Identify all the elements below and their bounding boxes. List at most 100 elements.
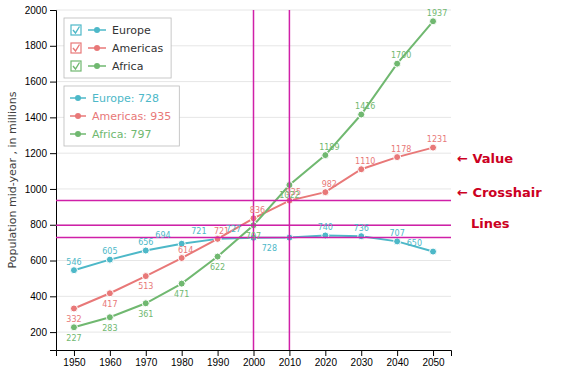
y-axis-title: Population mid-year , in millions <box>6 91 19 268</box>
y-tick-mark <box>50 332 56 333</box>
data-label: 740 <box>318 223 333 232</box>
data-label: 1110 <box>355 157 375 166</box>
legend-checkbox <box>71 43 81 53</box>
x-tick-mark <box>146 350 147 356</box>
x-tick: 2040 <box>387 350 410 368</box>
x-tick-mark <box>218 350 219 356</box>
annotation: ← Value <box>457 151 513 166</box>
point <box>394 238 401 245</box>
y-tick-mark <box>50 189 56 190</box>
x-tick-label: 1980 <box>171 357 194 368</box>
x-tick-label: 2050 <box>422 357 445 368</box>
data-label: 1700 <box>391 51 411 60</box>
point <box>106 290 113 297</box>
point <box>358 166 365 173</box>
y-tick-mark <box>50 82 56 83</box>
y-tick-label: 1400 <box>25 112 48 123</box>
point <box>70 324 77 331</box>
point <box>106 256 113 263</box>
annotation: Lines <box>471 216 510 231</box>
x-tick-label: 2030 <box>351 357 374 368</box>
point <box>142 300 149 307</box>
x-tick-mark <box>289 350 290 356</box>
data-label: 1231 <box>427 135 447 144</box>
x-tick: 2000 <box>243 350 266 368</box>
x-tick-mark <box>325 350 326 356</box>
y-tick-label: 1000 <box>25 184 48 195</box>
legend-marker <box>94 63 100 69</box>
y-tick: 400 <box>30 291 56 302</box>
data-label: 1022 <box>279 191 299 200</box>
legend-checkbox <box>71 25 81 35</box>
tooltip: Europe: 728Americas: 935Africa: 797 <box>64 86 179 146</box>
point <box>178 255 185 262</box>
crosshair-line <box>289 10 291 350</box>
data-label: 1937 <box>427 9 447 18</box>
data-label: 361 <box>138 310 153 319</box>
legend: EuropeAmericasAfrica <box>64 18 171 78</box>
y-tick-mark <box>50 117 56 118</box>
tooltip-box <box>64 86 179 146</box>
point <box>178 280 185 287</box>
plot-area: 1950196019701980199020002010202020302040… <box>25 5 452 368</box>
tooltip-marker <box>75 131 81 137</box>
y-tick: 1200 <box>25 148 56 159</box>
y-tick-label: 200 <box>30 327 47 338</box>
legend-label: Africa <box>112 60 143 73</box>
y-axis-line <box>50 11 57 351</box>
y-tick-label: 600 <box>30 255 47 266</box>
data-label: 797 <box>246 232 261 241</box>
x-tick-mark <box>182 350 183 356</box>
y-tick: 1800 <box>25 40 56 51</box>
data-label: 736 <box>354 224 369 233</box>
point <box>214 253 221 260</box>
x-tick-mark <box>433 350 434 356</box>
point <box>106 314 113 321</box>
x-tick: 1980 <box>171 350 194 368</box>
data-label: 836 <box>250 206 265 215</box>
y-tick-label: 2000 <box>25 5 48 16</box>
chart: 1950196019701980199020002010202020302040… <box>0 0 569 374</box>
data-label: 513 <box>138 282 153 291</box>
point <box>322 152 329 159</box>
legend-box <box>64 18 171 78</box>
x-tick: 1960 <box>99 350 122 368</box>
x-tick-label: 1970 <box>135 357 158 368</box>
legend-entry: Africa <box>71 60 143 73</box>
y-axis: 200400600800100012001400160018002000 <box>25 5 57 351</box>
data-label: 707 <box>389 229 404 238</box>
x-tick: 1990 <box>207 350 230 368</box>
point <box>142 247 149 254</box>
y-tick: 800 <box>30 219 56 230</box>
tooltip-marker <box>75 95 81 101</box>
crosshair-line <box>56 225 451 227</box>
data-label: 694 <box>155 231 170 240</box>
data-label: 1178 <box>391 145 411 154</box>
crosshair-line <box>56 200 451 202</box>
data-label: 622 <box>210 263 225 272</box>
x-tick-label: 2000 <box>243 357 266 368</box>
point <box>358 233 365 240</box>
x-tick-label: 1960 <box>99 357 122 368</box>
data-label: 721 <box>191 227 206 236</box>
y-tick: 1000 <box>25 184 56 195</box>
x-tick: 2020 <box>315 350 338 368</box>
x-tick-label: 2010 <box>279 357 302 368</box>
point <box>142 273 149 280</box>
point <box>70 305 77 312</box>
x-tick-mark <box>110 350 111 356</box>
y-tick-mark <box>50 10 56 11</box>
x-tick-mark <box>254 350 255 356</box>
legend-check <box>73 63 80 70</box>
legend-marker <box>94 45 100 51</box>
chart-container: 1950196019701980199020002010202020302040… <box>0 0 569 374</box>
y-tick: 600 <box>30 255 56 266</box>
x-tick: 2010 <box>279 350 302 368</box>
y-tick-label: 1200 <box>25 148 48 159</box>
x-tick: 2030 <box>351 350 374 368</box>
crosshair-line <box>253 10 255 350</box>
marks <box>56 10 451 350</box>
data-label: 471 <box>174 290 189 299</box>
y-tick-mark <box>50 46 56 47</box>
point <box>358 111 365 118</box>
